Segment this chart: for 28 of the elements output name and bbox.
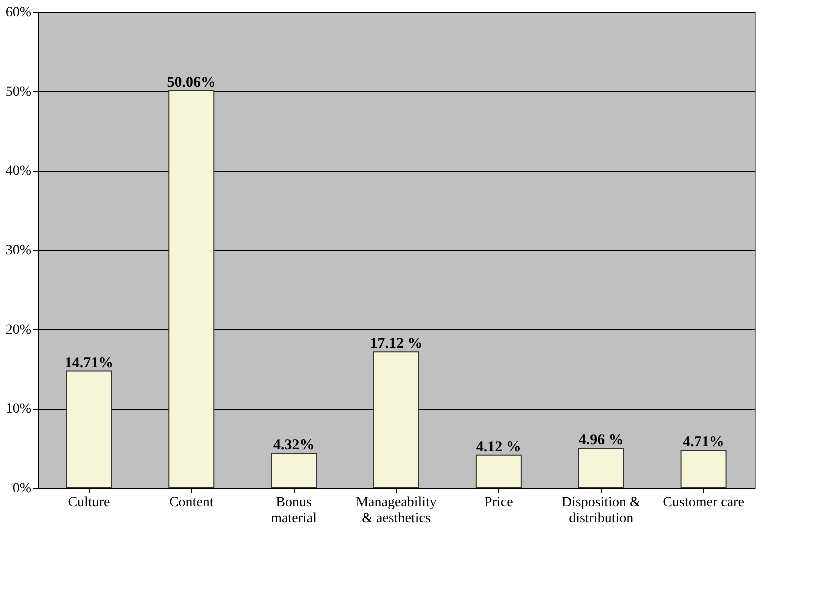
x-tick-label: Price xyxy=(484,496,514,510)
data-label: 4.32% xyxy=(273,438,315,454)
data-label: 14.71% xyxy=(64,355,114,372)
y-tick-label: 60% xyxy=(6,6,32,20)
x-tick-label: Content xyxy=(169,496,214,510)
bar xyxy=(271,453,318,488)
y-tick-label: 40% xyxy=(6,164,32,180)
data-label: 4.96 % xyxy=(578,432,624,449)
bar xyxy=(168,90,215,488)
bar xyxy=(680,450,727,488)
y-tick-label: 10% xyxy=(6,402,32,418)
bar xyxy=(66,370,112,488)
x-tick-label: Culture xyxy=(68,496,110,510)
data-label: 17.12 % xyxy=(370,336,423,352)
data-label: 50.06% xyxy=(167,74,216,91)
x-tick-label: Bonus material xyxy=(271,496,318,526)
x-tick-label: Disposition & distribution xyxy=(562,496,641,526)
x-tick-label: Customer care xyxy=(663,496,744,510)
y-tick-label: 20% xyxy=(6,322,32,338)
data-label: 4.71% xyxy=(683,434,724,451)
bar xyxy=(374,352,420,488)
y-tick-label: 0% xyxy=(12,482,32,496)
x-tick-label: Manageability & aesthetics xyxy=(356,496,437,526)
y-tick-label: 30% xyxy=(6,244,32,258)
y-tick-label: 50% xyxy=(6,84,32,100)
data-label: 4.12 % xyxy=(476,439,522,456)
bar xyxy=(578,448,624,488)
bar xyxy=(476,454,522,488)
